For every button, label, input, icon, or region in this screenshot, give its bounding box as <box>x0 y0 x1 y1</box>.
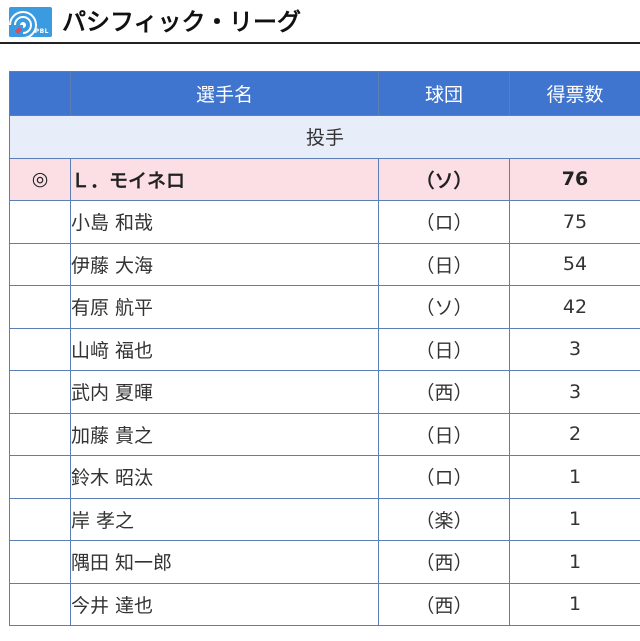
section-row: 投手 <box>9 115 640 159</box>
vote-count: 3 <box>509 370 640 414</box>
winner-mark <box>9 200 71 244</box>
winner-mark <box>9 540 71 584</box>
league-logo: PBL <box>9 7 52 37</box>
team-abbrev: （ソ） <box>378 157 510 201</box>
vote-count: 76 <box>509 157 640 201</box>
table-row: 岸 孝之 （楽） 1 <box>9 497 640 541</box>
winner-mark <box>9 497 71 541</box>
vote-count: 2 <box>509 412 640 456</box>
player-name: 山﨑 福也 <box>70 327 379 371</box>
winner-mark <box>9 285 71 329</box>
team-abbrev: （西） <box>378 370 510 414</box>
player-name: 鈴木 昭汰 <box>70 455 379 499</box>
player-name: 小島 和哉 <box>70 200 379 244</box>
vote-count: 75 <box>509 200 640 244</box>
table-row: 加藤 貴之 （日） 2 <box>9 412 640 456</box>
vote-count: 42 <box>509 285 640 329</box>
table-row: 山﨑 福也 （日） 3 <box>9 327 640 371</box>
vote-count: 1 <box>509 540 640 584</box>
team-abbrev: （日） <box>378 327 510 371</box>
vote-count: 1 <box>509 455 640 499</box>
player-name: 有原 航平 <box>70 285 379 329</box>
winner-mark <box>9 412 71 456</box>
team-abbrev: （ロ） <box>378 200 510 244</box>
team-abbrev: （ロ） <box>378 455 510 499</box>
table-row: 有原 航平 （ソ） 42 <box>9 285 640 329</box>
table-row: 今井 達也 （西） 1 <box>9 582 640 626</box>
table-row: 鈴木 昭汰 （ロ） 1 <box>9 455 640 499</box>
column-header-mark <box>9 71 71 116</box>
player-name: 加藤 貴之 <box>70 412 379 456</box>
team-abbrev: （日） <box>378 242 510 286</box>
column-header-player: 選手名 <box>70 71 379 116</box>
table-header-row: 選手名 球団 得票数 <box>9 71 640 116</box>
vote-count: 3 <box>509 327 640 371</box>
vote-count: 1 <box>509 497 640 541</box>
vote-count: 54 <box>509 242 640 286</box>
winner-mark <box>9 327 71 371</box>
player-name: Ｌ．モイネロ <box>70 157 379 201</box>
table-row: 小島 和哉 （ロ） 75 <box>9 200 640 244</box>
player-name: 岸 孝之 <box>70 497 379 541</box>
winner-mark <box>9 370 71 414</box>
player-name: 伊藤 大海 <box>70 242 379 286</box>
vote-results-table: 選手名 球団 得票数 投手 ◎ Ｌ．モイネロ （ソ） 76 小島 和哉 （ロ） 75 伊藤 大… <box>9 71 640 626</box>
table-row: 武内 夏暉 （西） 3 <box>9 370 640 414</box>
vote-count: 1 <box>509 582 640 626</box>
table-row: 隅田 知一郎 （西） 1 <box>9 540 640 584</box>
table-row: 伊藤 大海 （日） 54 <box>9 242 640 286</box>
player-name: 武内 夏暉 <box>70 370 379 414</box>
page-header: PBL パシフィック・リーグ <box>0 0 640 44</box>
team-abbrev: （ソ） <box>378 285 510 329</box>
winner-mark <box>9 582 71 626</box>
team-abbrev: （西） <box>378 540 510 584</box>
section-label: 投手 <box>9 115 640 159</box>
player-name: 隅田 知一郎 <box>70 540 379 584</box>
table-row: ◎ Ｌ．モイネロ （ソ） 76 <box>9 157 640 201</box>
winner-mark: ◎ <box>9 157 71 201</box>
winner-mark <box>9 242 71 286</box>
team-abbrev: （日） <box>378 412 510 456</box>
team-abbrev: （西） <box>378 582 510 626</box>
winner-mark <box>9 455 71 499</box>
team-abbrev: （楽） <box>378 497 510 541</box>
page-title: パシフィック・リーグ <box>62 8 302 36</box>
logo-text: PBL <box>34 28 49 35</box>
column-header-votes: 得票数 <box>509 71 640 116</box>
column-header-team: 球団 <box>378 71 510 116</box>
player-name: 今井 達也 <box>70 582 379 626</box>
